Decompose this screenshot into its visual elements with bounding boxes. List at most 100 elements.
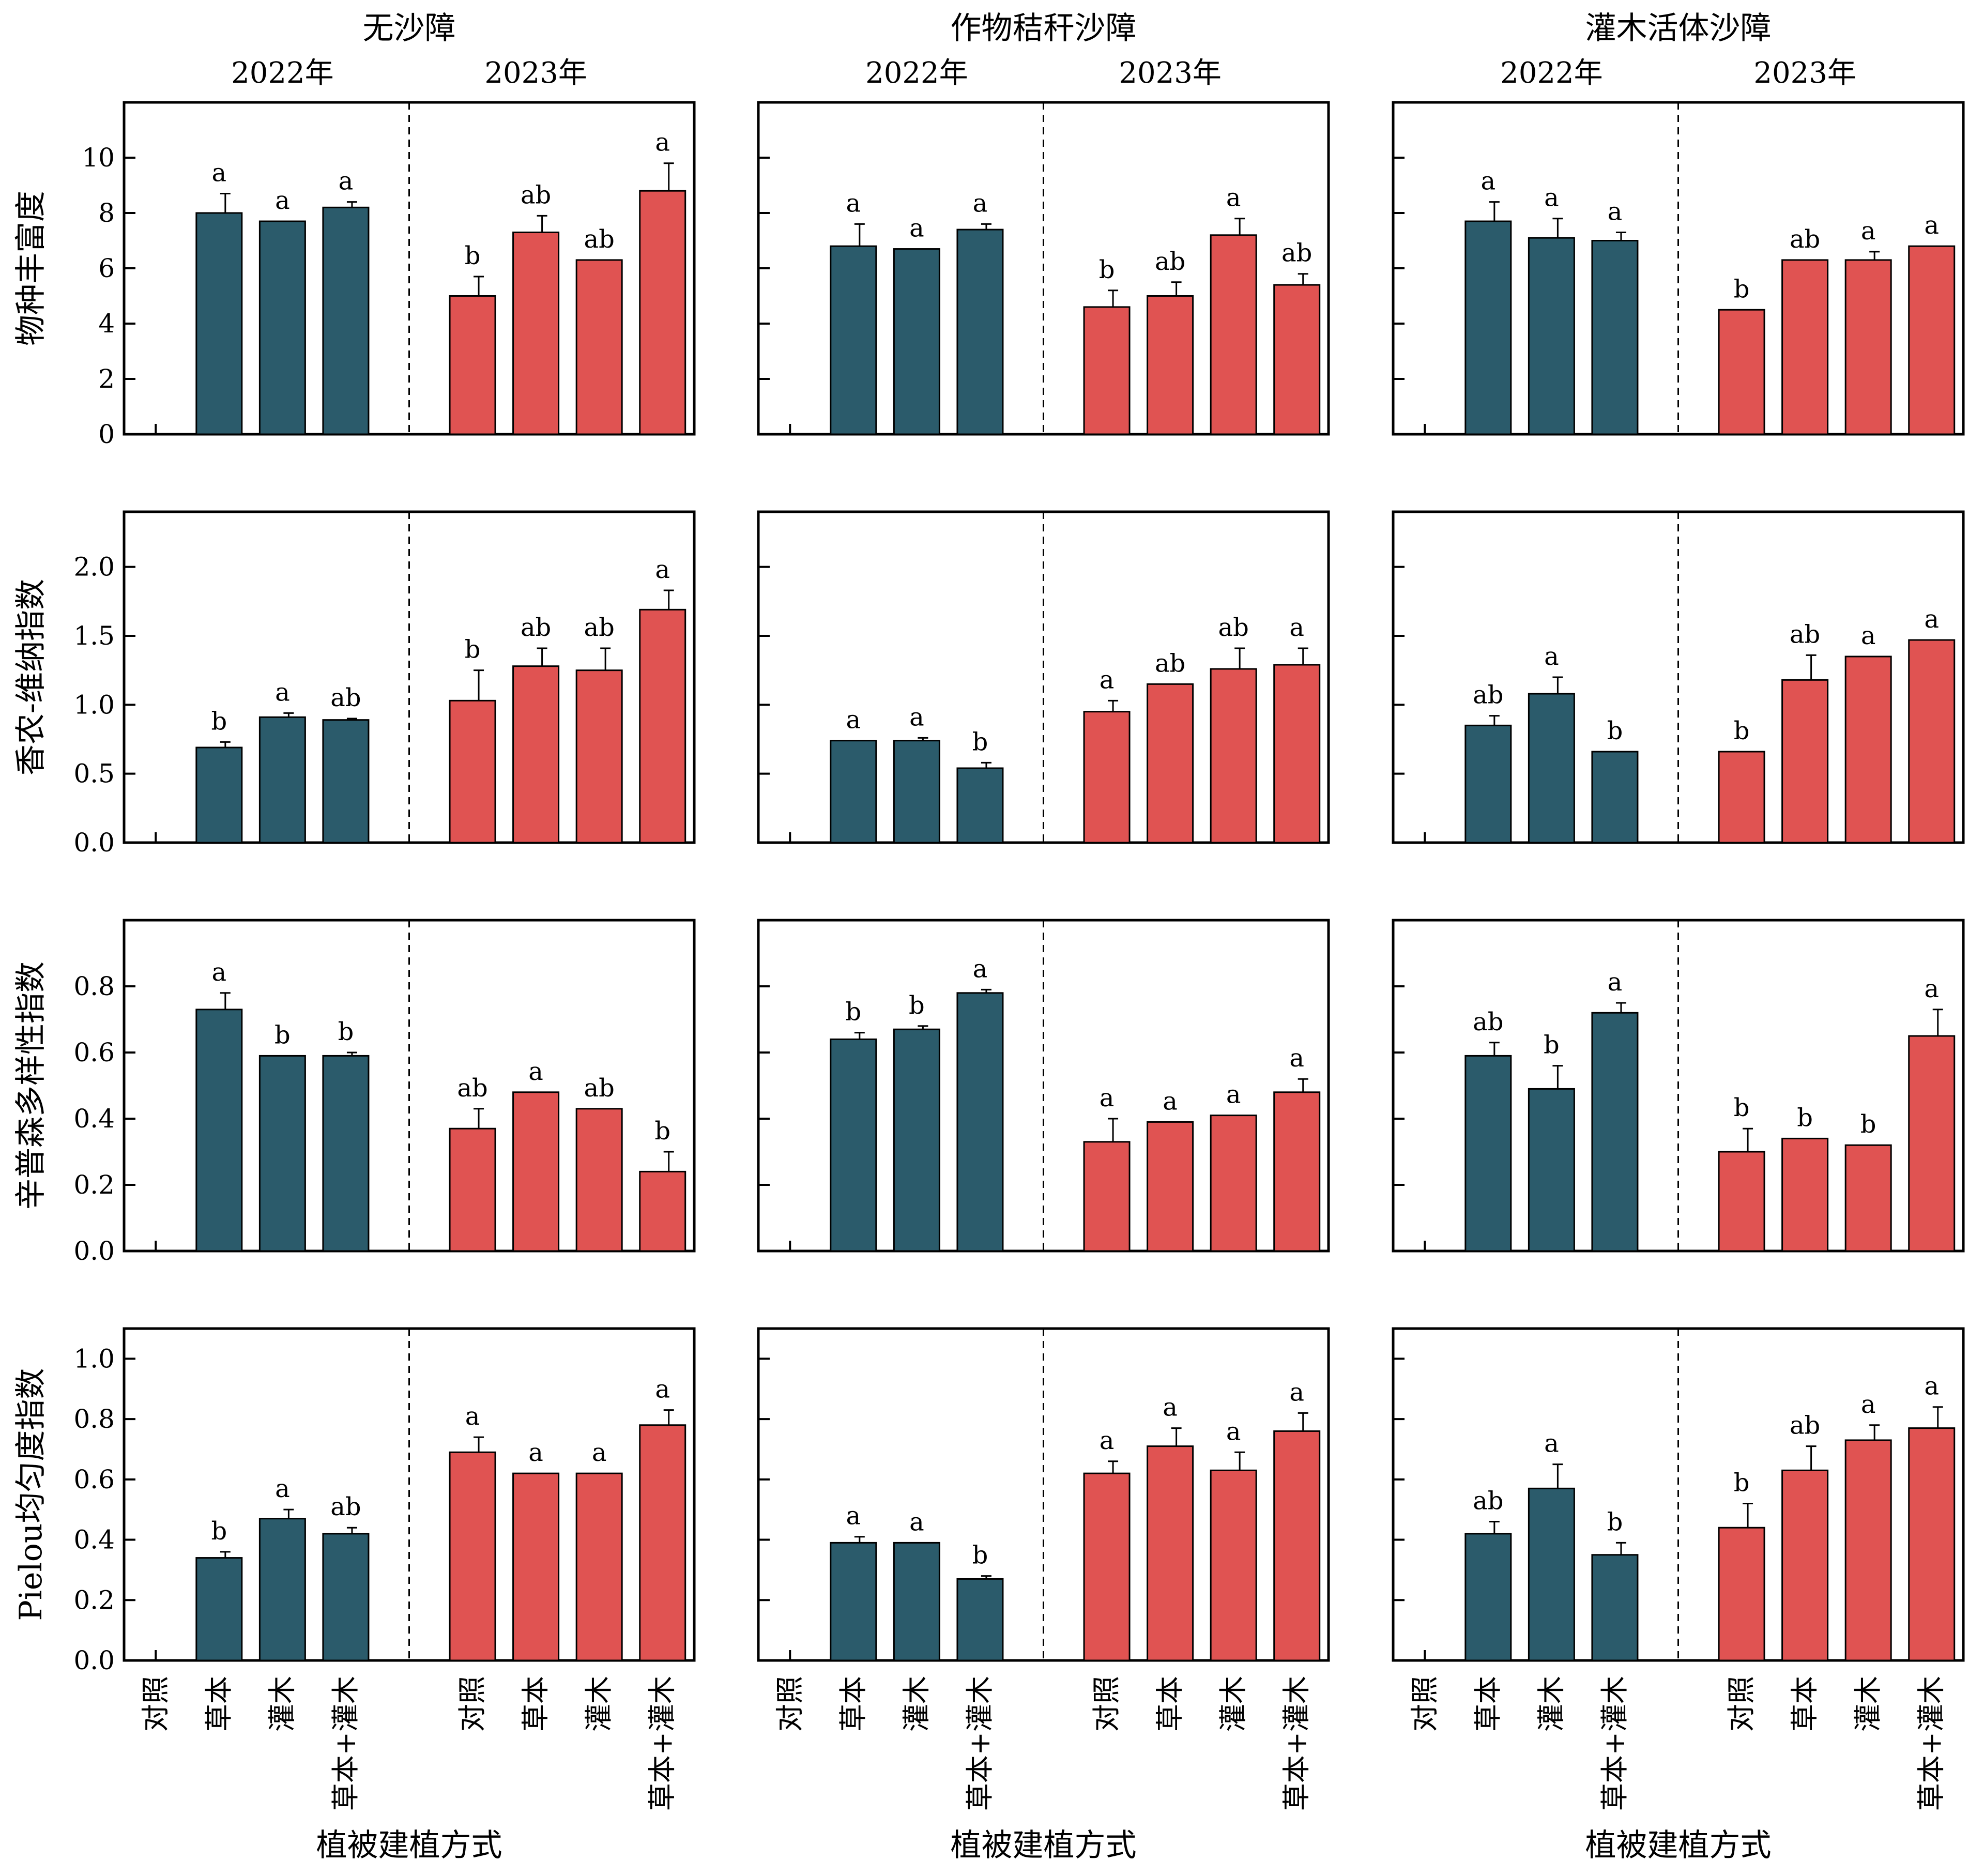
significance-label: a	[1544, 1429, 1559, 1458]
significance-label: a	[973, 954, 988, 983]
category-label: 草本	[203, 1676, 235, 1732]
category-label: 灌木	[583, 1676, 615, 1732]
significance-label: ab	[1218, 613, 1248, 642]
y-tick-label: 0.6	[73, 1465, 115, 1494]
significance-label: b	[1607, 1507, 1623, 1536]
bar	[956, 228, 1004, 435]
bar	[1908, 639, 1956, 844]
year-label-2022: 2022年	[1500, 56, 1603, 90]
bar	[639, 608, 686, 844]
significance-label: b	[1544, 1031, 1560, 1060]
bar	[1273, 1091, 1321, 1252]
year-label-2023: 2023年	[1119, 56, 1222, 90]
significance-label: a	[1608, 197, 1623, 226]
significance-label: b	[972, 1541, 988, 1570]
significance-label: b	[274, 1020, 291, 1049]
bar	[1464, 724, 1512, 844]
significance-label: b	[1860, 1110, 1876, 1139]
bar	[575, 259, 623, 435]
bar	[1273, 664, 1321, 844]
bar	[512, 231, 560, 435]
category-label: 对照	[456, 1676, 489, 1732]
significance-label: a	[1100, 1426, 1115, 1455]
significance-label: ab	[584, 1074, 614, 1103]
bar	[1210, 668, 1257, 844]
bar	[1083, 1141, 1131, 1252]
bar	[1718, 751, 1765, 844]
bar	[258, 716, 306, 844]
bar	[512, 665, 560, 844]
significance-label: b	[1734, 274, 1750, 303]
significance-label: a	[275, 186, 290, 215]
bar	[449, 1127, 496, 1252]
bar	[512, 1472, 560, 1661]
category-label: 草本	[1789, 1676, 1821, 1732]
bar	[322, 719, 370, 844]
significance-label: a	[212, 159, 227, 188]
bar	[639, 1170, 686, 1252]
y-tick-label: 0.0	[73, 828, 115, 858]
significance-label: a	[1100, 1084, 1115, 1112]
significance-label: a	[275, 1474, 290, 1503]
category-label: 对照	[1725, 1676, 1758, 1732]
significance-label: b	[1607, 716, 1623, 745]
bar	[1844, 1439, 1892, 1661]
bar	[1591, 751, 1639, 844]
significance-label: a	[846, 706, 861, 735]
category-label: 灌木	[266, 1676, 298, 1732]
significance-label: a	[1924, 974, 1939, 1003]
category-label: 草本+灌木	[1280, 1676, 1313, 1811]
bar	[1464, 1533, 1512, 1661]
significance-label: a	[1544, 642, 1559, 671]
y-tick-label: 0.8	[73, 971, 115, 1001]
category-label: 草本	[1154, 1676, 1186, 1732]
significance-label: b	[211, 1517, 227, 1546]
x-axis-title: 植被建植方式	[951, 1827, 1137, 1864]
year-label-2022: 2022年	[231, 56, 334, 90]
bar	[1718, 309, 1765, 435]
bar	[449, 1451, 496, 1661]
significance-label: b	[465, 635, 481, 664]
bar	[1591, 1554, 1639, 1661]
bar	[1718, 1527, 1765, 1661]
significance-label: a	[528, 1057, 543, 1086]
bar	[1528, 237, 1575, 435]
y-tick-label: 10	[82, 143, 115, 173]
bar	[195, 212, 243, 435]
bar	[1781, 679, 1829, 844]
x-axis-title: 植被建植方式	[316, 1827, 502, 1864]
category-label: 草本	[520, 1676, 552, 1732]
significance-label: b	[465, 241, 481, 270]
significance-label: a	[655, 128, 670, 157]
bar	[1464, 220, 1512, 435]
significance-label: ab	[1790, 1411, 1820, 1440]
significance-label: ab	[521, 613, 551, 642]
column-title: 作物秸秆沙障	[951, 10, 1137, 47]
bar	[1210, 1115, 1257, 1252]
bar	[575, 1472, 623, 1661]
year-label-2023: 2023年	[1753, 56, 1856, 90]
bar	[893, 1028, 940, 1252]
y-axis-label: Pielou均匀度指数	[13, 1368, 49, 1621]
significance-label: a	[1289, 1378, 1304, 1407]
category-label: 对照	[1090, 1676, 1123, 1732]
significance-label: ab	[1790, 225, 1820, 254]
category-label: 灌木	[1217, 1676, 1249, 1732]
bar	[258, 220, 306, 435]
significance-label: ab	[457, 1074, 487, 1103]
year-label-2022: 2022年	[865, 56, 968, 90]
bar	[1908, 1035, 1956, 1252]
y-tick-label: 4	[98, 309, 115, 339]
significance-label: ab	[1473, 681, 1503, 710]
significance-label: a	[1163, 1393, 1178, 1422]
significance-label: ab	[1473, 1008, 1503, 1036]
bar	[575, 669, 623, 844]
significance-label: a	[528, 1438, 543, 1467]
significance-label: b	[338, 1017, 354, 1046]
significance-label: a	[846, 1502, 861, 1531]
bar	[258, 1518, 306, 1661]
bar	[1591, 240, 1639, 435]
y-tick-label: 0.4	[73, 1525, 115, 1555]
significance-label: a	[909, 1507, 924, 1536]
significance-label: ab	[330, 683, 361, 712]
